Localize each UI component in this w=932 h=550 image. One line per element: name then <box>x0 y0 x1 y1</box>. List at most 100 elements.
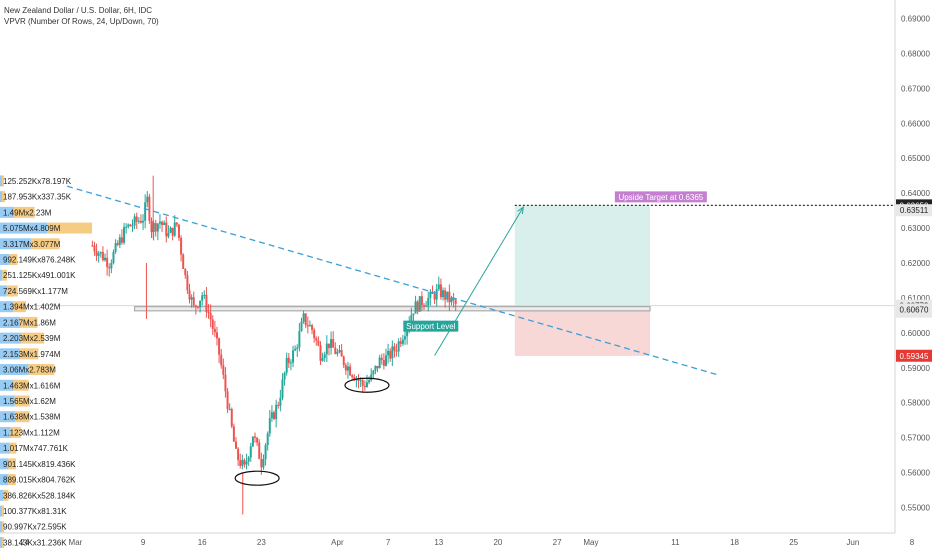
candle-body <box>313 329 316 339</box>
candle-body <box>401 339 404 344</box>
support-band[interactable] <box>134 306 651 312</box>
volume-profile-down-bar <box>9 254 18 266</box>
pattern-ellipse-low-1[interactable] <box>234 470 280 486</box>
volume-profile-up-bar <box>0 222 48 234</box>
volume-profile-down-bar <box>30 238 60 250</box>
volume-profile-up-bar <box>0 175 2 187</box>
candle-body <box>256 437 259 443</box>
y-tick-label: 0.65000 <box>901 154 930 163</box>
candle-body <box>336 352 339 354</box>
candle-body <box>363 385 366 387</box>
candle-body <box>154 223 157 232</box>
volume-profile-label: 100.377Kx81.31K <box>3 507 67 516</box>
volume-profile-down-bar <box>8 458 17 470</box>
candle-body <box>330 339 333 349</box>
candle-body <box>93 245 96 252</box>
x-tick-label: 18 <box>730 538 739 547</box>
candle-body <box>391 346 394 359</box>
candle-body <box>285 357 288 373</box>
volume-profile-label: 992.149Kx876.248K <box>3 256 76 265</box>
candle-body <box>374 365 377 371</box>
volume-profile-label: 901.145Kx819.436K <box>3 460 76 469</box>
candle-body <box>235 441 237 449</box>
volume-profile-label: 1.565Mx1.62M <box>3 397 56 406</box>
projection-arrow-head <box>517 206 524 215</box>
target-zone <box>514 205 651 307</box>
candle-body <box>351 375 354 378</box>
candle-body <box>224 374 227 392</box>
volume-profile-up-bar <box>0 536 2 548</box>
candle-body <box>308 325 311 327</box>
candle-body <box>114 243 117 252</box>
candle-body <box>266 433 269 446</box>
candle-body <box>220 354 223 366</box>
upside-target-label[interactable]: Upside Target at 0.6365 <box>618 193 703 202</box>
candle-body <box>317 340 320 346</box>
candle-body <box>182 254 185 269</box>
projection-arrow[interactable] <box>434 206 524 356</box>
volume-profile-label: 724.569Kx1.177M <box>3 287 68 296</box>
x-tick-label: 25 <box>789 538 798 547</box>
candle-body <box>359 380 362 382</box>
volume-profile-label: 386.826Kx528.184K <box>3 491 76 500</box>
volume-profile-down-bar <box>2 505 4 517</box>
candle-body <box>279 397 282 406</box>
volume-profile-up-bar <box>0 521 2 533</box>
volume-profile-label: 2.167Mx1.86M <box>3 318 56 327</box>
candle-body <box>395 350 398 352</box>
volume-profile-label: 90.997Kx72.595K <box>3 523 67 532</box>
x-tick-label: 7 <box>386 538 391 547</box>
candle-body <box>287 357 290 364</box>
candle-body <box>344 365 347 371</box>
candle-body <box>177 224 180 238</box>
y-tick-label: 0.63000 <box>901 224 930 233</box>
candle-body <box>209 312 212 320</box>
pattern-ellipse-low-2[interactable] <box>344 377 390 393</box>
support-level-label[interactable]: Support Level <box>406 322 456 331</box>
candle-body <box>406 327 409 337</box>
candle-body <box>218 338 221 355</box>
candle-body <box>368 380 371 383</box>
candle-body <box>349 366 352 376</box>
x-tick-label: 13 <box>434 538 443 547</box>
volume-profile-down-bar <box>9 442 17 454</box>
volume-profile-label: 1.017Mx747.761K <box>3 444 69 453</box>
volume-profile-down-bar <box>2 521 4 533</box>
candle-body <box>454 300 457 305</box>
candle-body <box>180 237 183 255</box>
candle-body <box>184 268 187 276</box>
candle-body <box>254 436 257 438</box>
volume-profile-up-bar <box>0 411 16 423</box>
candle-body <box>378 357 381 369</box>
candle-body <box>116 243 119 245</box>
y-tick-label: 0.60000 <box>901 329 930 338</box>
candle-body <box>427 297 430 306</box>
candle-body <box>300 321 303 332</box>
chart-title: New Zealand Dollar / U.S. Dollar, 6H, ID… <box>4 6 153 15</box>
y-tick-label: 0.61000 <box>901 294 930 303</box>
candle-body <box>399 341 402 344</box>
descending-trendline[interactable] <box>66 185 718 376</box>
candle-body <box>129 224 132 227</box>
candle-body <box>203 294 206 296</box>
volume-profile-label: 125.252Kx78.197K <box>3 177 72 186</box>
upside-target-label-bg <box>614 191 707 203</box>
volume-profile-up-bar <box>0 426 11 438</box>
candle-body <box>342 356 345 366</box>
candle-body <box>275 404 278 419</box>
volume-profile-up-bar <box>0 269 3 281</box>
volume-profile-up-bar <box>0 474 9 486</box>
x-tick-label: 11 <box>671 538 680 547</box>
candle-body <box>325 343 328 355</box>
x-tick-label: 24 <box>20 538 29 547</box>
candle-body <box>137 220 140 222</box>
x-tick-label: 23 <box>257 538 266 547</box>
candle-body <box>120 237 123 243</box>
candle-body <box>173 222 176 236</box>
candle-body <box>110 262 113 269</box>
candle-body <box>382 359 385 366</box>
volume-profile-label: 2.203Mx2.539M <box>3 334 61 343</box>
candle-body <box>270 412 273 419</box>
candle-body <box>450 297 453 303</box>
